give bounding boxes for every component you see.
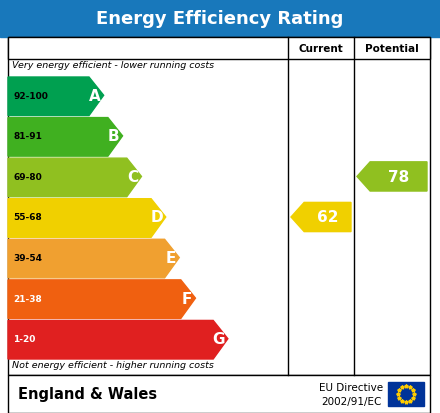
Text: C: C	[127, 169, 139, 185]
Text: 81-91: 81-91	[13, 132, 42, 141]
Polygon shape	[8, 320, 228, 359]
Text: 62: 62	[317, 210, 338, 225]
Text: 78: 78	[388, 169, 409, 185]
Text: 21-38: 21-38	[13, 294, 42, 303]
Text: Potential: Potential	[365, 44, 419, 54]
Polygon shape	[8, 240, 179, 278]
Bar	[8, 375, 430, 413]
Text: England & Wales: England & Wales	[18, 387, 157, 401]
Bar	[0, 0, 440, 38]
Bar	[8, 38, 430, 375]
Text: Energy Efficiency Rating: Energy Efficiency Rating	[96, 10, 344, 28]
Text: EU Directive
2002/91/EC: EU Directive 2002/91/EC	[319, 382, 383, 406]
Text: 39-54: 39-54	[13, 254, 42, 262]
Text: A: A	[89, 88, 101, 104]
Text: 1-20: 1-20	[13, 335, 35, 343]
Polygon shape	[8, 78, 104, 116]
Text: 69-80: 69-80	[13, 173, 42, 181]
Text: Very energy efficient - lower running costs: Very energy efficient - lower running co…	[12, 62, 214, 70]
Bar	[388, 382, 424, 406]
Text: G: G	[213, 331, 225, 347]
Polygon shape	[8, 280, 195, 319]
Polygon shape	[8, 159, 141, 197]
Bar	[8, 38, 430, 60]
Text: Current: Current	[299, 44, 343, 54]
Polygon shape	[291, 203, 351, 232]
Text: Not energy efficient - higher running costs: Not energy efficient - higher running co…	[12, 361, 214, 370]
Text: B: B	[108, 129, 120, 144]
Text: E: E	[166, 250, 176, 266]
Text: 55-68: 55-68	[13, 213, 42, 222]
Polygon shape	[357, 162, 427, 192]
Text: F: F	[182, 291, 192, 306]
Polygon shape	[8, 199, 166, 238]
Text: D: D	[150, 210, 163, 225]
Text: 92-100: 92-100	[13, 92, 48, 100]
Polygon shape	[8, 118, 123, 157]
